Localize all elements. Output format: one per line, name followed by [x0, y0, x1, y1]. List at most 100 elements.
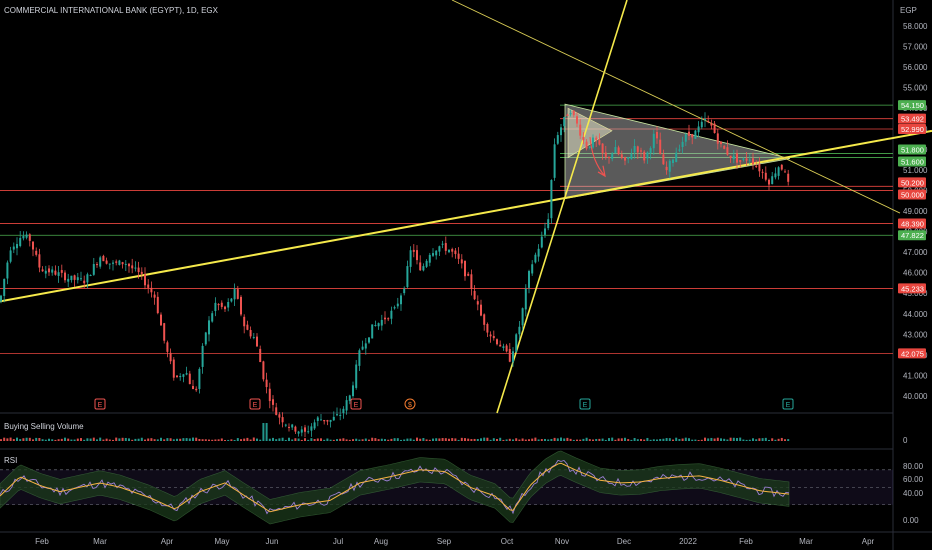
candle-body[interactable]: [448, 249, 450, 253]
candle-body[interactable]: [188, 373, 191, 385]
candle-body[interactable]: [444, 243, 447, 251]
candle-body[interactable]: [668, 160, 671, 172]
candle-body[interactable]: [102, 255, 105, 262]
candle-body[interactable]: [502, 346, 505, 348]
candle-body[interactable]: [304, 427, 306, 432]
candle-body[interactable]: [563, 117, 566, 127]
candle-body[interactable]: [572, 110, 575, 116]
candle-body[interactable]: [665, 166, 668, 171]
candle-body[interactable]: [710, 123, 713, 126]
candle-body[interactable]: [208, 320, 210, 335]
candle-body[interactable]: [316, 417, 319, 421]
candle-body[interactable]: [192, 386, 194, 390]
candle-body[interactable]: [28, 234, 31, 241]
candle-body[interactable]: [774, 173, 777, 178]
candle-body[interactable]: [531, 264, 534, 274]
candle-body[interactable]: [275, 407, 278, 415]
candle-body[interactable]: [617, 147, 620, 155]
candle-body[interactable]: [147, 284, 150, 288]
candle-body[interactable]: [54, 270, 57, 275]
candle-body[interactable]: [115, 261, 118, 263]
candle-body[interactable]: [569, 113, 572, 115]
candle-body[interactable]: [768, 179, 770, 185]
candle-body[interactable]: [172, 359, 175, 378]
candle-body[interactable]: [486, 323, 489, 333]
candle-body[interactable]: [400, 295, 402, 305]
candle-body[interactable]: [128, 263, 130, 267]
candle-body[interactable]: [547, 219, 550, 229]
candle-body[interactable]: [384, 317, 386, 320]
dividend-icon[interactable]: [404, 398, 416, 410]
candle-body[interactable]: [480, 304, 482, 316]
candle-body[interactable]: [9, 250, 12, 262]
candle-body[interactable]: [6, 262, 9, 279]
candle-body[interactable]: [515, 334, 518, 352]
candle-body[interactable]: [492, 336, 495, 339]
candle-body[interactable]: [19, 237, 22, 246]
candle-body[interactable]: [646, 152, 649, 159]
candle-body[interactable]: [153, 294, 156, 298]
candle-body[interactable]: [761, 171, 764, 173]
candle-body[interactable]: [12, 246, 15, 250]
price-tag[interactable]: [898, 144, 926, 155]
price-tag[interactable]: [898, 100, 926, 111]
candle-body[interactable]: [553, 144, 556, 178]
candle-body[interactable]: [544, 228, 546, 235]
candle-body[interactable]: [96, 264, 98, 266]
rising-trendline[interactable]: [0, 129, 932, 303]
candle-body[interactable]: [76, 277, 79, 281]
candle-body[interactable]: [105, 260, 108, 264]
candle-body[interactable]: [720, 141, 722, 145]
candle-body[interactable]: [627, 157, 630, 159]
candle-body[interactable]: [393, 307, 396, 309]
candle-body[interactable]: [300, 429, 303, 433]
candle-body[interactable]: [592, 137, 594, 148]
candle-body[interactable]: [57, 272, 60, 276]
candle-body[interactable]: [764, 172, 767, 180]
candle-body[interactable]: [140, 271, 143, 274]
candle-body[interactable]: [352, 385, 354, 397]
candle-body[interactable]: [496, 339, 498, 345]
candle-body[interactable]: [160, 314, 162, 326]
candle-body[interactable]: [268, 388, 271, 402]
candle-body[interactable]: [524, 288, 527, 310]
candle-body[interactable]: [67, 278, 70, 282]
candle-body[interactable]: [681, 141, 684, 148]
candle-body[interactable]: [92, 264, 95, 275]
candle-body[interactable]: [595, 137, 598, 140]
candle-body[interactable]: [284, 424, 287, 426]
candle-body[interactable]: [259, 348, 262, 363]
candle-body[interactable]: [758, 163, 761, 172]
candle-body[interactable]: [48, 268, 50, 273]
candle-body[interactable]: [576, 116, 578, 124]
candle-body[interactable]: [38, 254, 41, 268]
candle-body[interactable]: [777, 167, 780, 176]
candle-body[interactable]: [560, 127, 562, 136]
candle-body[interactable]: [620, 154, 623, 158]
candle-body[interactable]: [755, 165, 758, 167]
candle-body[interactable]: [118, 260, 121, 265]
candle-body[interactable]: [457, 253, 460, 259]
candle-body[interactable]: [662, 154, 665, 165]
candle-body[interactable]: [425, 260, 428, 267]
candle-body[interactable]: [240, 296, 242, 315]
candle-body[interactable]: [278, 414, 281, 418]
candle-body[interactable]: [608, 157, 610, 159]
candle-body[interactable]: [358, 350, 361, 366]
candle-body[interactable]: [64, 272, 66, 281]
candle-body[interactable]: [249, 330, 252, 337]
candle-body[interactable]: [211, 313, 214, 322]
candle-body[interactable]: [108, 263, 111, 265]
candle-body[interactable]: [752, 158, 754, 165]
candle-body[interactable]: [412, 249, 415, 252]
candle-body[interactable]: [636, 146, 639, 153]
price-tag[interactable]: [898, 218, 926, 229]
candle-body[interactable]: [732, 155, 735, 160]
candle-body[interactable]: [505, 345, 508, 352]
candle-body[interactable]: [252, 337, 255, 339]
candle-body[interactable]: [787, 173, 790, 182]
candle-body[interactable]: [707, 120, 710, 122]
candle-body[interactable]: [678, 149, 681, 151]
candle-body[interactable]: [604, 152, 607, 158]
candle-body[interactable]: [176, 375, 178, 378]
